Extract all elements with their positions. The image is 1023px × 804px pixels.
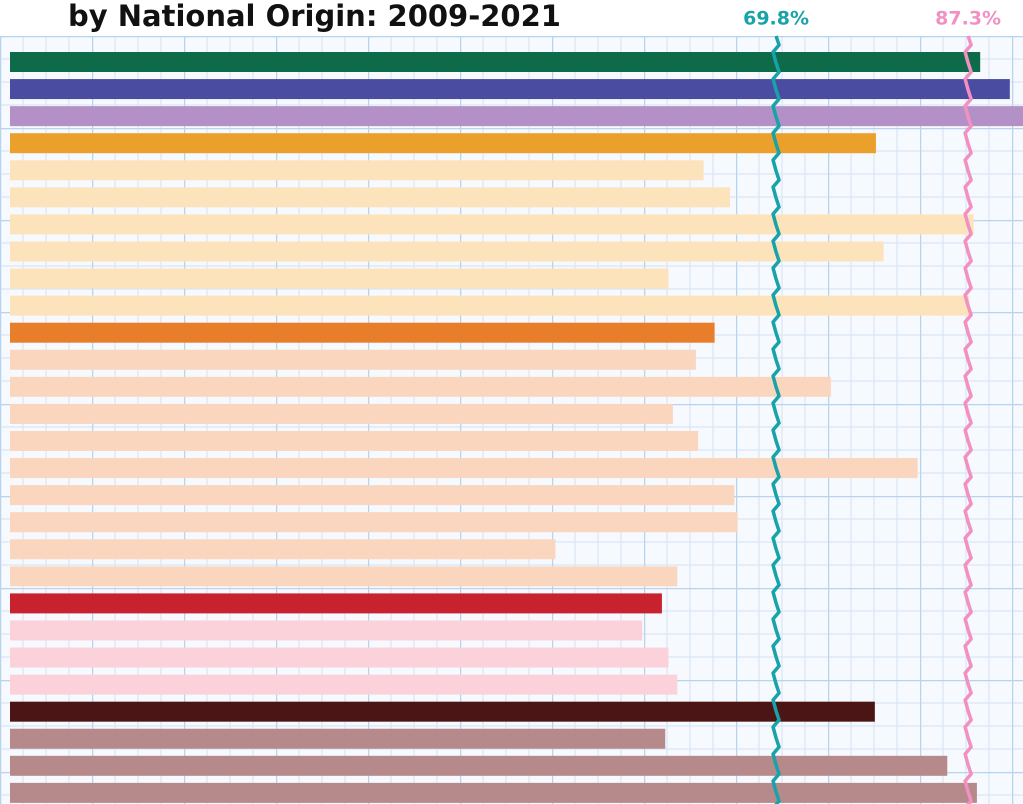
bar [10, 376, 831, 397]
reference-label: 69.8% [743, 8, 809, 30]
bar [10, 160, 704, 181]
bar [10, 647, 669, 668]
bar [10, 106, 1023, 127]
bar [10, 79, 1010, 100]
bar [10, 539, 556, 560]
bar [10, 214, 974, 235]
bar [10, 755, 948, 776]
bar [10, 782, 977, 803]
reference-line [963, 35, 973, 804]
bar [10, 620, 643, 641]
bar [10, 133, 876, 154]
bar [10, 349, 696, 370]
bar [10, 295, 970, 316]
bar [10, 403, 673, 424]
bar [10, 458, 918, 479]
bar [10, 566, 678, 587]
bar [10, 430, 699, 451]
reference-line [771, 35, 781, 804]
bar [10, 322, 715, 343]
bar [10, 728, 666, 749]
bar [10, 593, 662, 614]
bar [10, 268, 669, 289]
bar [10, 674, 678, 695]
bar [10, 187, 730, 208]
chart-title: by National Origin: 2009-2021 [68, 0, 561, 33]
reference-label: 87.3% [935, 8, 1001, 30]
bar [10, 52, 981, 72]
bar [10, 241, 884, 262]
bar [10, 701, 875, 722]
bar [10, 485, 735, 506]
bar [10, 512, 738, 533]
